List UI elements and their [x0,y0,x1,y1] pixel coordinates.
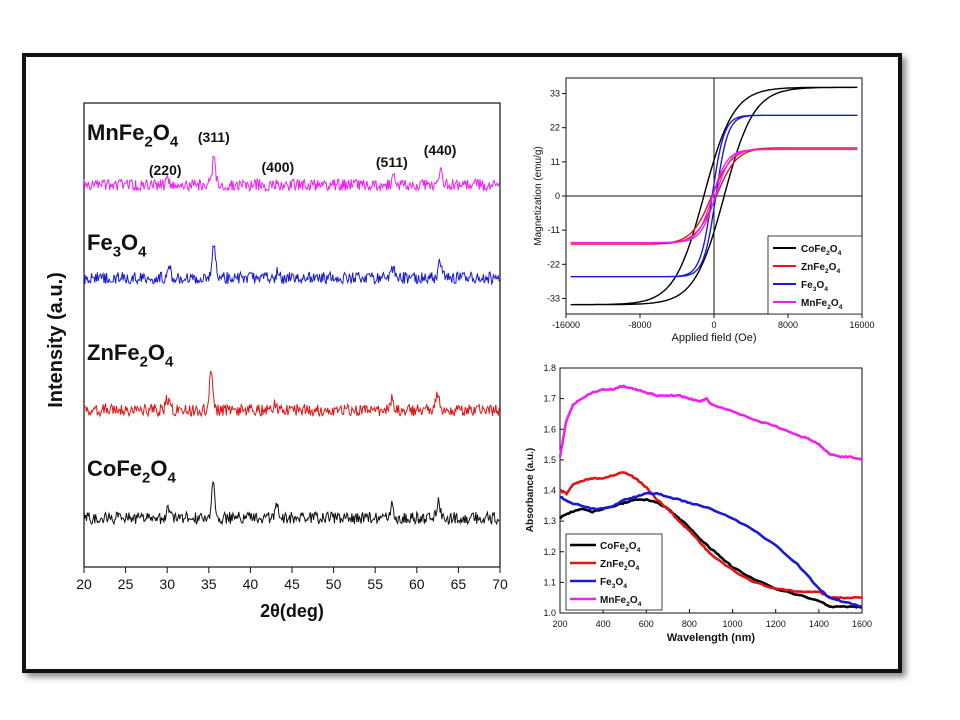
mh-layer: -16000 -8000 0 8000 16000 -33 -22 -11 0 11 22 33 CoF… [547,78,875,330]
uv-x-tick-label: 1200 [766,619,786,629]
uv-legend-label: CoFe2O4 [600,541,641,554]
uv-x-tick-label: 1600 [852,619,872,629]
xrd-x-tick-label: 50 [326,576,342,592]
uv-y-tick-label: 1.2 [543,547,556,557]
mh-series-loop [570,148,858,244]
xrd-x-tick-label: 70 [492,576,508,592]
xrd-series-label: ZnFe2O4 [87,340,174,371]
mh-y-tick-label: 33 [550,89,560,99]
xrd-x-tick-label: 60 [409,576,425,592]
xrd-series-label: MnFe2O4 [87,120,179,151]
uv-y-tick-label: 1.7 [543,394,556,404]
xrd-series-label: CoFe2O4 [87,456,176,487]
uv-legend-label: ZnFe2O4 [600,559,639,572]
uv-y-tick-label: 1.0 [543,608,556,618]
xrd-y-axis-label: Intensity (a.u.) [45,272,67,408]
mh-y-axis-label: Magnetization (emu/g) [533,146,544,246]
xrd-x-axis-label: 2θ(deg) [260,601,324,621]
uv-series-line [559,471,863,600]
uv-x-tick-label: 200 [552,619,567,629]
mh-y-tick-label: -11 [548,225,560,235]
xrd-x-tick-label: 25 [118,576,134,592]
mh-x-tick-label: 16000 [849,320,874,330]
uv-y-tick-label: 1.3 [543,516,556,526]
xrd-series-line [83,244,500,286]
uv-legend-box [565,533,663,611]
uv-x-tick-label: 800 [682,619,697,629]
uv-y-tick-label: 1.4 [543,486,556,496]
xrd-peak-annotation: (311) [198,129,230,145]
xrd-peak-annotation: (220) [149,162,182,178]
xrd-x-tick-label: 35 [201,576,217,592]
mh-y-tick-label: -22 [547,259,560,269]
xrd-x-tick-label: 45 [284,576,300,592]
uv-y-tick-label: 1.6 [543,424,556,434]
xrd-series-line [83,155,500,193]
uv-legend-label: Fe3O4 [600,577,627,590]
mh-x-tick-label: 8000 [778,320,798,330]
uv-y-tick-label: 1.5 [543,455,556,465]
figure-frame [22,53,902,673]
xrd-x-tick-label: 65 [451,576,467,592]
uv-y-axis-label: Absorbance (a.u.) [525,448,536,532]
uv-x-axis-label: Wavelength (nm) [667,632,756,644]
mh-legend-label: Fe3O4 [801,280,828,293]
uv-y-tick-label: 1.8 [543,363,556,373]
uv-y-tick-label: 1.1 [543,577,556,587]
uv-layer: 200 400 600 800 1000 1200 1400 1600 1.0 1.1 1.2 1.3… [543,363,872,629]
mh-legend-label: ZnFe2O4 [801,262,840,275]
xrd-series-label: Fe3O4 [87,230,147,261]
xrd-peak-annotation: (511) [376,154,408,170]
uv-x-tick-label: 600 [639,619,654,629]
xrd-x-tick-label: 40 [243,576,259,592]
uv-series-line [558,384,863,462]
mh-x-tick-label: -16000 [552,320,580,330]
xrd-x-tick-label: 30 [159,576,175,592]
uv-legend-label: MnFe2O4 [600,595,642,608]
xrd-x-tick-label: 55 [367,576,383,592]
mh-y-tick-label: 11 [551,157,560,167]
xrd-peak-annotation: (440) [424,142,457,158]
uv-series-line [560,491,863,609]
mh-series-loop [570,86,858,306]
mh-x-axis-label: Applied field (Oe) [672,332,757,344]
xrd-series-line [83,480,500,526]
mh-legend-label: CoFe2O4 [801,244,842,257]
uv-x-tick-label: 400 [596,619,611,629]
uv-x-tick-label: 1400 [809,619,829,629]
mh-y-tick-label: 22 [550,123,560,133]
mh-x-tick-label: 0 [711,320,716,330]
mh-y-tick-label: -33 [547,293,560,303]
mh-y-tick-label: 0 [555,191,560,201]
mh-x-tick-label: -8000 [628,320,651,330]
mh-legend-label: MnFe2O4 [801,298,843,311]
uv-x-tick-label: 1000 [723,619,743,629]
xrd-series-line [83,370,500,418]
xrd-peak-annotation: (400) [262,159,295,175]
xrd-layer: 20 25 30 35 40 45 50 55 60 65 70 MnFe2O4 Fe3O4 ZnFe2O… [76,120,508,592]
mh-series-loop [570,114,858,278]
xrd-x-tick-label: 20 [76,576,92,592]
